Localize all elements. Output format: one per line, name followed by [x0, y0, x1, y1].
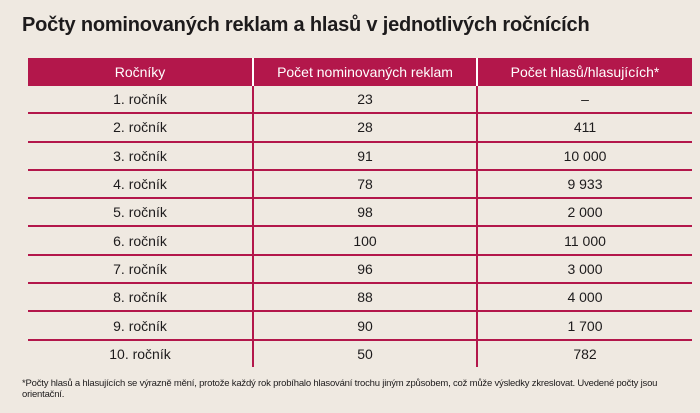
table-cell: 3 000	[476, 254, 692, 285]
table-cell: 10. ročník	[109, 345, 171, 362]
header-row: Ročníky Počet nominovaných reklam Počet hl…	[28, 58, 692, 86]
table-cell: 411	[476, 113, 692, 143]
table-row: 4. ročník 78 9 933	[28, 169, 692, 200]
table-row: 5. ročník 98 2 000	[28, 198, 692, 228]
column-header: Ročníky	[28, 58, 253, 86]
table-cell: 91	[252, 141, 477, 171]
table-cell: 3. ročník	[28, 141, 253, 171]
table-row: 8. ročník 88 4 000	[28, 283, 692, 313]
table-cell: –	[476, 86, 692, 115]
data-table: Ročníky Počet nominovaných reklam Počet hl…	[28, 58, 692, 367]
table-title: Počty nominovaných reklam a hlasů v jedn…	[22, 14, 590, 36]
column-header: Počet hlasů/hlasujících*	[476, 58, 692, 86]
table-cell: 90	[252, 311, 477, 341]
table-cell: 1. ročník	[28, 86, 253, 115]
table-cell: 96	[252, 254, 477, 285]
table-row: 1. ročník 23–	[28, 86, 692, 115]
table-cell: 100	[252, 226, 477, 256]
table-cell: 11 000	[476, 226, 692, 256]
table-cell: 9 933	[476, 169, 692, 200]
column-header: Počet nominovaných reklam	[252, 58, 477, 86]
table-cell: 7. ročník	[28, 254, 253, 285]
table-cell: 2. ročník	[28, 113, 253, 143]
table-cell: 1 700	[476, 311, 692, 341]
table-cell: 782	[476, 339, 692, 367]
table-row: 10. ročník 50 782	[28, 339, 692, 367]
table-cell: 9. ročník	[28, 311, 253, 341]
table-cell: 6. ročník	[28, 226, 253, 256]
table-cell: 50	[252, 339, 477, 367]
table-cell: 23	[252, 86, 477, 115]
table-cell: 78	[252, 169, 477, 200]
table-cell: 10 000	[476, 141, 692, 171]
table-row: 3. ročník 91 10 000	[28, 141, 692, 171]
table-cell: 8. ročník	[28, 283, 253, 313]
table-cell: 4. ročník	[28, 169, 253, 200]
table-cell: 2 000	[476, 198, 692, 228]
table-row: 7. ročník 96 3 000	[28, 254, 692, 285]
table-cell: 4 000	[476, 283, 692, 313]
table-cell: 28	[252, 113, 477, 143]
table-cell: 98	[252, 198, 477, 228]
table-row: 9. ročník 90 1 700	[28, 311, 692, 341]
table-head: Ročníky Počet nominovaných reklam Počet hl…	[28, 58, 692, 86]
footnote: *Počty hlasů a hlasujících se výrazně mě…	[22, 378, 658, 400]
table-body: 1. ročník 23–2. ročník 28 411 3. ročník 91 10 …	[28, 86, 692, 367]
table-row: 2. ročník 28 411	[28, 113, 692, 143]
table-cell: 88	[252, 283, 477, 313]
table-row: 6. ročník 100 11 000	[28, 226, 692, 256]
table-cell: 5. ročník	[28, 198, 253, 228]
